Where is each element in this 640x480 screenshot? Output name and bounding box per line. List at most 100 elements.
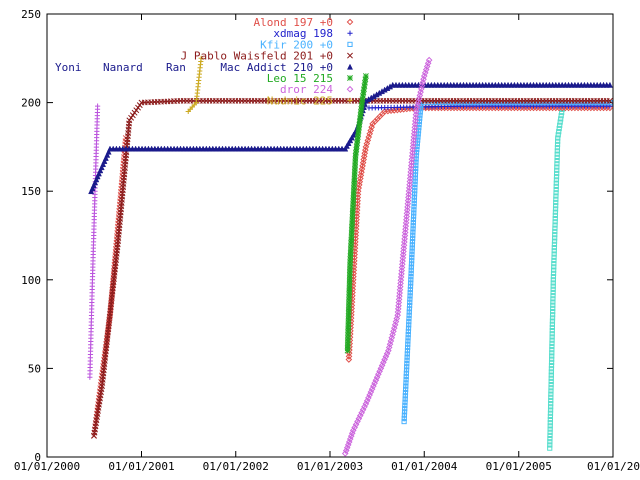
data-point (126, 117, 133, 124)
data-point (400, 241, 408, 249)
data-point (88, 188, 95, 195)
data-point (554, 148, 560, 154)
data-point (548, 394, 554, 400)
data-point (396, 286, 404, 294)
data-point (552, 228, 558, 235)
data-point (345, 309, 352, 316)
data-point (547, 445, 553, 451)
data-point (411, 200, 417, 207)
data-point (396, 292, 403, 300)
data-point (413, 104, 421, 112)
data-point (405, 328, 411, 334)
data-point (345, 312, 352, 319)
data-point (346, 287, 353, 294)
data-point (551, 241, 558, 247)
data-point (557, 119, 563, 125)
data-point (345, 319, 352, 326)
annotation-label: Ran (166, 61, 186, 74)
data-point (394, 311, 401, 319)
data-point (351, 168, 358, 175)
data-point (548, 388, 554, 394)
data-point (346, 297, 352, 304)
data-point (402, 219, 410, 227)
data-point (552, 206, 559, 212)
data-point (405, 341, 411, 347)
x-tick-label: 01/01/2001 (108, 460, 174, 473)
data-point (361, 86, 367, 93)
data-point (353, 146, 360, 153)
data-point (354, 140, 361, 147)
data-point (554, 141, 561, 148)
data-point (359, 159, 367, 167)
data-point (418, 82, 426, 89)
data-point (357, 112, 364, 119)
x-tick-label: 01/01/2004 (391, 460, 458, 473)
data-point (350, 194, 357, 201)
data-point (407, 171, 414, 179)
data-point (547, 413, 554, 419)
data-point (348, 226, 355, 233)
y-tick-label: 200 (21, 97, 41, 110)
data-point (345, 328, 352, 335)
x-tick-label: 01/01/2003 (297, 460, 363, 473)
data-point (553, 177, 560, 183)
data-point (349, 217, 356, 224)
data-point (355, 184, 363, 192)
data-point (356, 178, 364, 186)
data-point (548, 404, 554, 410)
data-point (408, 277, 414, 283)
data-point (401, 232, 409, 239)
data-point (408, 280, 414, 286)
data-point (415, 95, 423, 102)
data-point (401, 412, 408, 418)
data-point (551, 244, 557, 251)
data-point (405, 194, 412, 201)
legend-label: xdmag 198 (273, 27, 333, 40)
x-tick-label: 01/01/2002 (203, 460, 269, 473)
data-point (358, 165, 366, 173)
x-tick-label: 01/01/20 (587, 460, 640, 473)
data-point (129, 112, 136, 119)
data-point (406, 319, 412, 325)
data-point (551, 254, 557, 260)
data-point (362, 146, 369, 154)
legend-marker (347, 30, 353, 36)
y-axis: 0 50 100 150 200 250 (21, 8, 613, 464)
data-point (356, 124, 362, 131)
data-point (418, 85, 425, 93)
data-point (351, 181, 358, 188)
data-point (404, 357, 410, 363)
data-point (404, 364, 410, 370)
series-5 (344, 73, 369, 354)
point-series-1 (547, 103, 566, 451)
x-tick-label: 01/01/2005 (486, 460, 552, 473)
y-tick-label: 100 (21, 274, 41, 287)
data-point (346, 284, 353, 291)
data-point (352, 156, 359, 162)
data-point (89, 185, 96, 192)
data-point (344, 338, 351, 345)
data-point (548, 397, 554, 404)
data-point (551, 261, 557, 267)
data-point (548, 391, 554, 397)
data-point (344, 344, 351, 351)
data-point (547, 410, 554, 416)
data-point (402, 396, 408, 402)
x-axis: 01/01/2000 01/01/2001 01/01/2002 01/01/2003… (14, 14, 640, 473)
data-point (401, 235, 408, 243)
data-point (362, 76, 369, 83)
data-point (554, 161, 560, 167)
data-point (398, 264, 406, 271)
data-point (414, 101, 422, 109)
data-point (360, 153, 368, 160)
data-point (550, 308, 556, 315)
data-point (412, 184, 418, 191)
data-point (397, 276, 405, 284)
y-tick-label: 0 (34, 451, 41, 464)
data-point (549, 340, 555, 346)
data-point (98, 164, 105, 171)
data-point (351, 175, 358, 182)
data-point (552, 225, 558, 231)
series-line (403, 102, 610, 422)
data-point (346, 293, 353, 300)
